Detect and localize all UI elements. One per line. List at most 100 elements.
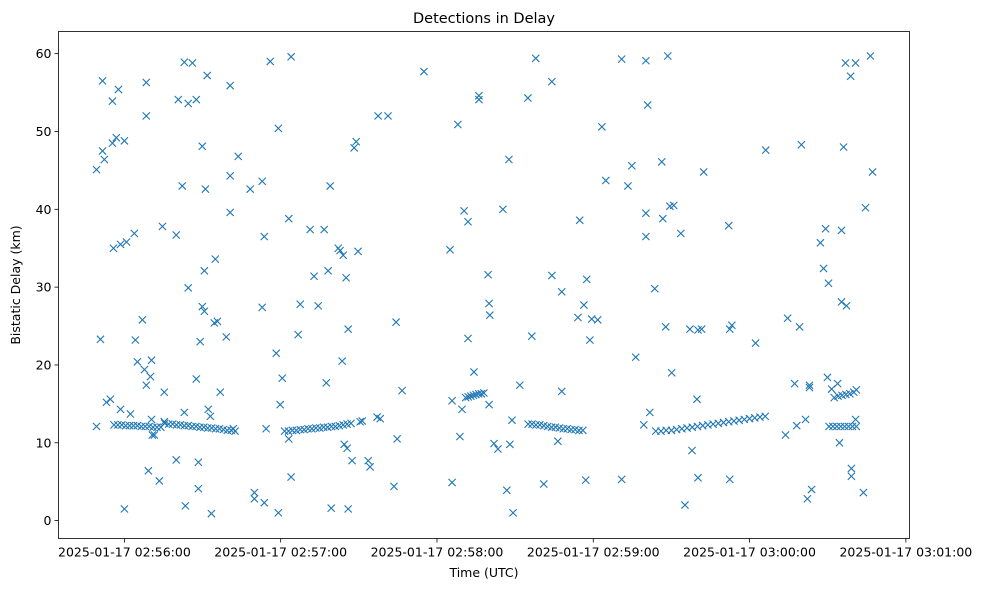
data-point	[181, 501, 190, 510]
data-point	[98, 76, 107, 85]
data-point	[547, 271, 556, 280]
data-point	[180, 408, 189, 417]
data-point	[314, 301, 323, 310]
data-point	[474, 95, 483, 104]
data-point	[852, 385, 861, 394]
data-point	[98, 146, 107, 155]
data-point	[641, 56, 650, 65]
x-tick-label: 2025-01-17 03:00:00	[683, 545, 816, 560]
data-point	[531, 54, 540, 63]
data-point	[579, 301, 588, 310]
data-point	[188, 59, 197, 68]
data-point	[669, 201, 678, 210]
y-tick-label: 40	[36, 202, 52, 217]
data-point	[461, 393, 470, 402]
x-tick-label: 2025-01-17 03:01:00	[839, 545, 972, 560]
data-point	[216, 388, 225, 397]
data-point	[158, 222, 167, 231]
data-point	[180, 421, 189, 430]
data-point	[601, 176, 610, 185]
data-point	[485, 299, 494, 308]
data-point	[761, 146, 770, 155]
data-point	[343, 444, 352, 453]
data-point	[234, 152, 243, 161]
data-point	[801, 415, 810, 424]
data-point	[384, 111, 393, 120]
y-tick-label: 10	[36, 435, 52, 450]
data-point	[184, 99, 193, 108]
series-4	[461, 388, 488, 402]
data-point	[155, 476, 164, 485]
data-point	[266, 57, 275, 66]
data-point	[319, 423, 328, 432]
data-point	[226, 171, 235, 180]
data-point	[178, 181, 187, 190]
data-point	[866, 52, 875, 61]
data-point	[463, 217, 472, 226]
data-point	[824, 279, 833, 288]
series-7	[825, 385, 861, 431]
data-point	[479, 388, 488, 397]
data-point	[276, 400, 285, 409]
data-point	[109, 420, 118, 429]
data-point	[833, 379, 842, 388]
data-point	[458, 405, 466, 414]
data-point	[490, 439, 499, 448]
data-point	[149, 423, 158, 432]
data-point	[200, 266, 209, 275]
data-point	[194, 458, 203, 467]
data-point	[258, 177, 267, 186]
data-point	[280, 427, 289, 436]
data-point	[131, 336, 140, 345]
data-point	[126, 409, 135, 418]
data-point	[121, 421, 130, 430]
data-point	[837, 297, 846, 306]
data-point	[597, 122, 606, 131]
data-point	[108, 97, 117, 106]
data-point	[502, 486, 511, 495]
data-point	[839, 143, 848, 152]
y-axis: 0 10 20 30 40 50 60	[36, 46, 59, 528]
data-point	[142, 78, 151, 87]
data-point	[207, 509, 216, 518]
data-point	[324, 266, 333, 275]
data-point	[194, 484, 203, 493]
data-point	[693, 473, 702, 482]
data-point	[650, 284, 659, 293]
data-point	[725, 325, 734, 334]
data-point	[376, 414, 385, 423]
data-point	[658, 214, 667, 223]
data-point	[195, 423, 204, 432]
data-point	[250, 494, 259, 503]
data-point	[585, 336, 594, 345]
data-point	[274, 508, 283, 517]
data-point	[188, 422, 197, 431]
data-point	[852, 422, 861, 431]
data-point	[310, 272, 319, 281]
data-point	[222, 332, 231, 341]
data-point	[692, 395, 701, 404]
data-point	[581, 476, 590, 485]
data-point	[842, 301, 851, 310]
data-point	[174, 95, 183, 104]
data-point	[805, 381, 814, 390]
data-point	[639, 420, 648, 429]
data-point	[203, 71, 212, 80]
data-point	[524, 420, 533, 429]
data-point	[164, 420, 173, 429]
data-point	[198, 302, 207, 311]
data-point	[196, 337, 205, 346]
data-point	[278, 374, 287, 383]
plot-frame	[58, 31, 910, 539]
x-tick-label: 2025-01-17 02:59:00	[527, 545, 660, 560]
data-point	[841, 59, 850, 68]
data-point	[859, 488, 868, 497]
data-point	[641, 209, 650, 218]
data-point	[727, 321, 736, 330]
x-tick-label: 2025-01-17 02:58:00	[371, 545, 504, 560]
data-point	[837, 226, 846, 235]
data-point	[150, 431, 159, 439]
series-1	[109, 420, 165, 432]
data-point	[515, 381, 524, 390]
